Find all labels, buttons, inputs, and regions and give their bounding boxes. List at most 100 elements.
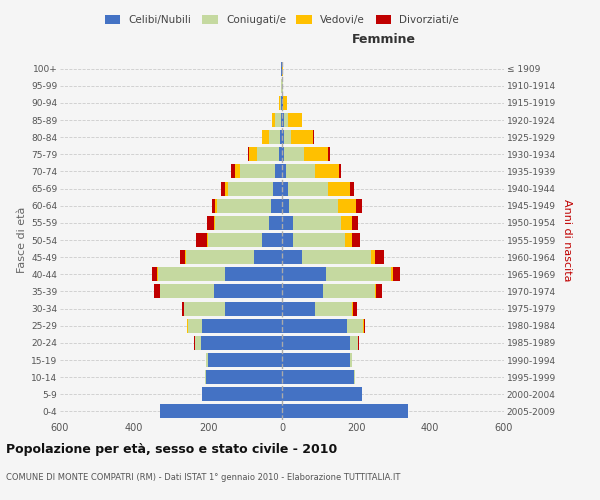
Bar [196,233,207,247]
Bar [284,130,291,144]
Bar [287,113,302,127]
Bar [371,250,374,264]
Bar [207,233,208,247]
Bar [224,302,282,316]
Bar [293,233,345,247]
Bar [282,216,293,230]
Bar [350,353,352,367]
Bar [240,164,275,178]
Bar [316,164,340,178]
Bar [248,148,250,162]
Bar [282,250,302,264]
Bar [224,268,282,281]
Bar [200,336,282,350]
Bar [291,130,313,144]
Bar [206,370,282,384]
Bar [283,96,287,110]
Bar [353,302,357,316]
Bar [350,182,354,196]
Bar [374,250,384,264]
Bar [393,268,400,281]
Bar [262,130,269,144]
Bar [250,148,257,162]
Bar [352,216,358,230]
Bar [282,130,284,144]
Bar [282,353,350,367]
Bar [281,113,282,127]
Bar [282,113,284,127]
Bar [152,268,157,281]
Bar [282,148,284,162]
Bar [280,96,281,110]
Bar [282,268,326,281]
Bar [158,268,224,281]
Bar [160,404,282,418]
Bar [205,370,206,384]
Bar [229,182,273,196]
Bar [374,284,376,298]
Bar [179,250,185,264]
Bar [214,284,282,298]
Bar [184,302,224,316]
Bar [347,318,364,332]
Bar [356,198,362,212]
Bar [231,164,235,178]
Bar [328,148,330,162]
Bar [186,250,254,264]
Bar [275,113,281,127]
Text: Femmine: Femmine [352,32,416,46]
Bar [304,148,328,162]
Bar [282,164,286,178]
Bar [182,302,184,316]
Bar [282,284,323,298]
Bar [217,198,271,212]
Bar [282,370,354,384]
Bar [316,302,352,316]
Bar [282,302,316,316]
Bar [354,370,355,384]
Bar [350,336,358,350]
Bar [293,216,341,230]
Bar [364,318,365,332]
Legend: Celibi/Nubili, Coniugati/e, Vedovi/e, Divorziati/e: Celibi/Nubili, Coniugati/e, Vedovi/e, Di… [105,15,459,25]
Y-axis label: Fasce di età: Fasce di età [17,207,27,273]
Bar [224,182,229,196]
Bar [160,284,214,298]
Bar [269,216,282,230]
Bar [208,233,262,247]
Bar [352,302,353,316]
Bar [235,164,240,178]
Bar [376,284,382,298]
Bar [289,198,337,212]
Text: COMUNE DI MONTE COMPATRI (RM) - Dati ISTAT 1° gennaio 2010 - Elaborazione TUTTIT: COMUNE DI MONTE COMPATRI (RM) - Dati IST… [6,472,400,482]
Bar [215,198,217,212]
Bar [282,404,408,418]
Bar [275,164,282,178]
Bar [208,353,282,367]
Bar [207,216,214,230]
Bar [286,164,316,178]
Bar [302,250,371,264]
Bar [254,250,282,264]
Bar [345,233,352,247]
Bar [340,164,341,178]
Bar [352,233,360,247]
Y-axis label: Anni di nascita: Anni di nascita [562,198,572,281]
Bar [273,182,282,196]
Bar [157,268,158,281]
Bar [281,96,282,110]
Bar [154,284,160,298]
Bar [272,113,275,127]
Bar [188,318,202,332]
Bar [391,268,393,281]
Bar [282,96,283,110]
Bar [215,216,269,230]
Bar [206,353,208,367]
Bar [221,182,224,196]
Bar [284,148,304,162]
Bar [257,148,279,162]
Bar [282,388,362,402]
Bar [282,182,287,196]
Bar [279,148,282,162]
Bar [202,318,282,332]
